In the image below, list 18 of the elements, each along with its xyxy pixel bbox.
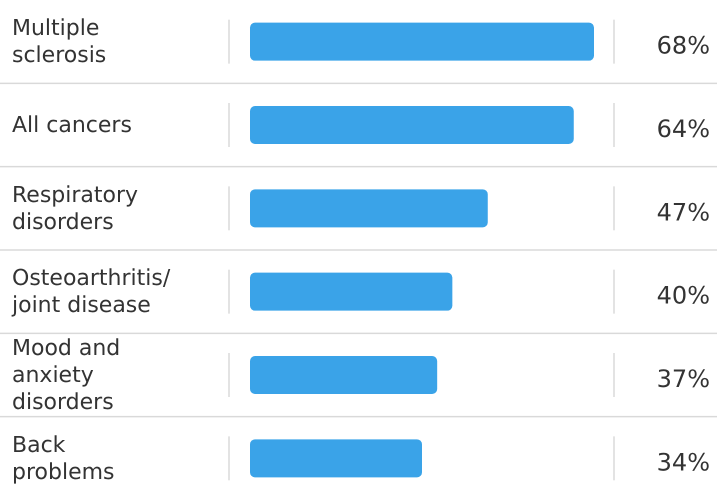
y-tick-label: Multiple sclerosis bbox=[12, 16, 106, 68]
data-label: 34% bbox=[656, 448, 710, 476]
data-label: 40% bbox=[656, 282, 710, 310]
data-label: 64% bbox=[656, 115, 710, 143]
data-label: 37% bbox=[656, 365, 710, 393]
y-tick-label: Mood and anxiety disorders bbox=[12, 336, 120, 414]
bar bbox=[250, 106, 574, 144]
bar bbox=[250, 356, 438, 394]
bar bbox=[250, 439, 422, 478]
bar bbox=[250, 189, 488, 228]
y-tick-label: All cancers bbox=[12, 112, 132, 138]
y-tick-label: Osteoarthritis/ joint disease bbox=[11, 266, 171, 318]
y-tick-label: Back problems bbox=[12, 432, 114, 484]
bar bbox=[250, 272, 452, 311]
data-label: 68% bbox=[656, 32, 710, 60]
y-tick-label: Respiratory disorders bbox=[12, 182, 138, 234]
data-label: 47% bbox=[656, 198, 710, 226]
bar bbox=[250, 22, 594, 61]
